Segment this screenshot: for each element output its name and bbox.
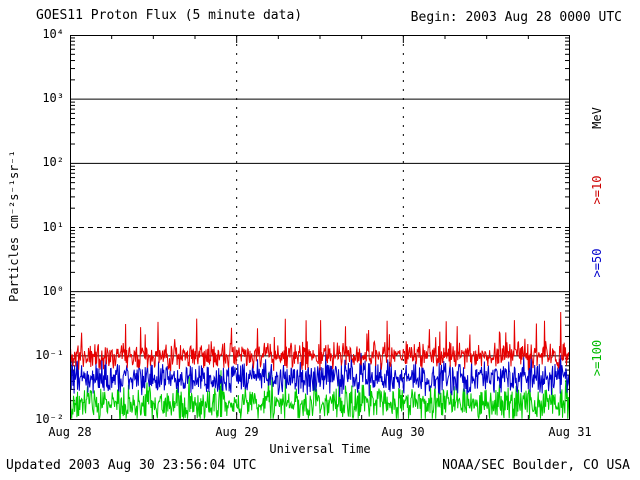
legend-ge10: >=10 xyxy=(590,175,604,205)
page-title: GOES11 Proton Flux (5 minute data) xyxy=(36,8,303,23)
source-credit: NOAA/SEC Boulder, CO USA xyxy=(442,458,630,473)
plot-area xyxy=(70,35,570,420)
units-label-mev: MeV xyxy=(590,107,604,129)
x-tick-aug29: Aug 29 xyxy=(215,425,259,439)
y-tick-1e2: 10² xyxy=(42,155,64,169)
legend-ge100: >=100 xyxy=(590,339,604,377)
y-tick-1e0: 10⁰ xyxy=(42,284,64,298)
legend-ge50: >=50 xyxy=(590,248,604,278)
begin-time-label: Begin: 2003 Aug 28 0000 UTC xyxy=(410,10,622,25)
y-tick-1e1: 10¹ xyxy=(42,220,64,234)
x-tick-aug28: Aug 28 xyxy=(48,425,92,439)
y-tick-1e-2: 10⁻² xyxy=(35,412,64,426)
y-tick-1e-1: 10⁻¹ xyxy=(35,348,64,362)
x-axis-label: Universal Time xyxy=(269,442,371,456)
x-tick-aug30: Aug 30 xyxy=(381,425,425,439)
plot-frame xyxy=(70,35,570,420)
y-tick-1e4: 10⁴ xyxy=(42,27,64,41)
y-tick-1e3: 10³ xyxy=(42,91,64,105)
updated-timestamp: Updated 2003 Aug 30 23:56:04 UTC xyxy=(6,458,257,473)
axis-minor-ticks xyxy=(70,35,570,420)
x-tick-aug31: Aug 31 xyxy=(548,425,592,439)
flux-series-lines xyxy=(70,311,570,420)
